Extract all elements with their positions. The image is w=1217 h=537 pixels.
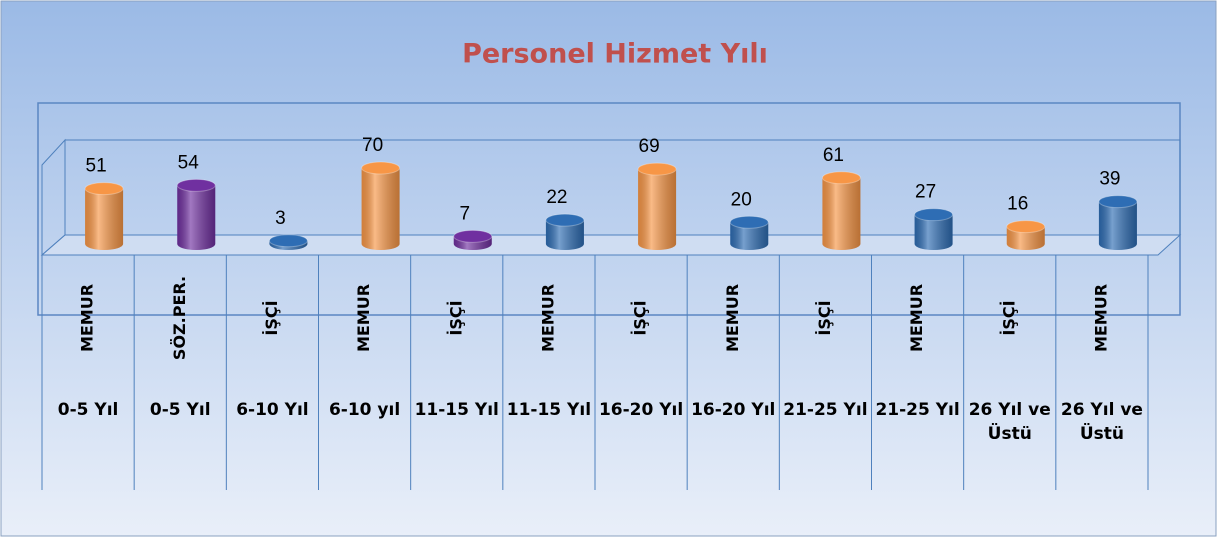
cylinder	[361, 161, 401, 250]
value-label: 70	[362, 135, 383, 156]
category-label: İŞÇİ	[815, 300, 834, 335]
group-label: 21-25 Yıl	[783, 400, 868, 420]
bar-shade	[1098, 201, 1137, 250]
category-label: MEMUR	[538, 284, 557, 352]
cylinder	[268, 234, 308, 250]
cylinder	[1098, 195, 1138, 250]
group-label: 21-25 Yıl	[875, 400, 960, 420]
group-label: 0-5 Yıl	[149, 400, 211, 420]
cylinder	[453, 229, 493, 250]
bar-top	[729, 215, 769, 229]
group-label: 26 Yıl ve Üstü	[1060, 400, 1143, 444]
group-label: 11-15 Yıl	[506, 400, 592, 420]
group-label: 16-20 Yıl	[598, 400, 684, 420]
cylinder	[1006, 220, 1046, 250]
cylinder	[914, 208, 954, 250]
bar-shade	[822, 177, 861, 250]
category-label: İŞÇİ	[262, 300, 281, 335]
group-label: 11-15 Yıl	[414, 400, 499, 420]
value-label: 51	[86, 156, 107, 177]
floor	[40, 234, 1182, 256]
group-label: 6-10 Yıl	[236, 400, 309, 420]
cylinder	[84, 182, 124, 250]
cylinder	[637, 162, 677, 250]
value-label: 22	[546, 187, 567, 208]
bar-shade	[1006, 226, 1045, 250]
bar-top	[361, 161, 401, 175]
bar-shade	[914, 214, 953, 250]
category-label: MEMUR	[1091, 284, 1110, 352]
bar-shade	[177, 185, 216, 250]
value-label: 54	[178, 152, 200, 173]
bar-shade	[545, 220, 584, 250]
value-label: 3	[275, 208, 286, 229]
value-label: 20	[731, 189, 752, 210]
cylinder	[545, 213, 585, 250]
group-label: 16-20 Yıl	[691, 400, 776, 420]
category-label: İŞÇİ	[631, 300, 650, 335]
bar-top	[914, 208, 954, 222]
bar-shade	[361, 168, 400, 250]
bar-shade	[730, 222, 769, 250]
value-label: 61	[823, 145, 844, 166]
cylinder	[176, 178, 216, 250]
category-label: MEMUR	[78, 284, 97, 352]
bar-shade	[85, 188, 124, 250]
bar-top	[84, 182, 124, 196]
bar-shade	[638, 169, 677, 250]
bar-top	[637, 162, 677, 176]
category-label: MEMUR	[354, 284, 373, 352]
group-label: 6-10 yıl	[328, 400, 401, 420]
category-label: MEMUR	[723, 284, 742, 352]
category-label: MEMUR	[907, 284, 926, 352]
bar-top	[545, 213, 585, 227]
category-label: SÖZ.PER.	[170, 276, 189, 360]
bar-top	[453, 229, 493, 243]
chart-title: Personel Hizmet Yılı	[462, 39, 768, 70]
group-label: 26 Yıl ve Üstü	[968, 400, 1051, 444]
value-label: 39	[1099, 169, 1120, 190]
value-label: 16	[1007, 194, 1028, 215]
category-label: İŞÇİ	[446, 300, 465, 335]
cylinder	[821, 171, 861, 250]
bar-top	[1006, 220, 1046, 234]
bar-top	[1098, 195, 1138, 209]
bar-top	[268, 234, 308, 248]
value-label: 7	[459, 203, 470, 224]
bar-top	[821, 171, 861, 185]
category-label: İŞÇİ	[999, 300, 1018, 335]
value-label: 27	[915, 182, 936, 203]
bar-top	[176, 178, 216, 192]
group-label: 0-5 Yıl	[57, 400, 119, 420]
cylinder	[729, 215, 769, 250]
value-label: 69	[639, 136, 660, 157]
